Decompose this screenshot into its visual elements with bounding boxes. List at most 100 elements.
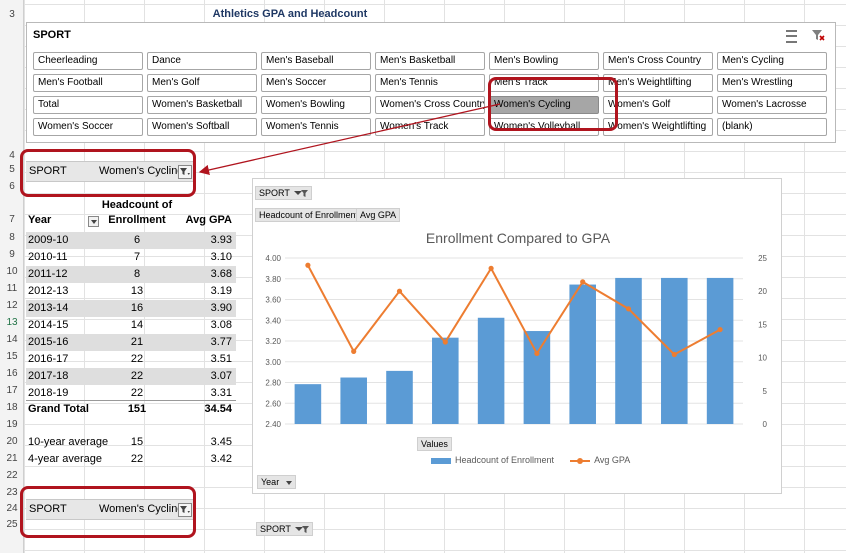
slicer-item[interactable]: Men's Tennis [375, 74, 485, 92]
pivot-filter-label-2: SPORT [29, 503, 67, 515]
bar-headcount [661, 277, 688, 424]
slicer-item[interactable]: Men's Wrestling [717, 74, 827, 92]
slicer-item[interactable]: Men's Baseball [261, 52, 371, 70]
row-number[interactable]: 8 [9, 232, 15, 243]
slicer-item[interactable]: Women's Basketball [147, 96, 257, 114]
row-number[interactable]: 7 [9, 214, 15, 225]
filter-funnel-icon-2 [180, 506, 190, 513]
row-number[interactable]: 4 [9, 150, 15, 161]
slicer-item[interactable]: Dance [147, 52, 257, 70]
slicer-item[interactable]: Women's Cross Country [375, 96, 485, 114]
pivot-gpa-cell: 3.08 [210, 319, 232, 331]
pivot-data-row: 2010-11 7 3.10 [26, 249, 236, 266]
slicer-item[interactable]: Women's Track [375, 118, 485, 136]
pivot-gpa-cell: 3.68 [210, 268, 232, 280]
filter-dropdown-button-2[interactable] [178, 503, 192, 517]
pivot-year-cell: 2013-14 [28, 302, 69, 314]
slicer-item[interactable]: Women's Tennis [261, 118, 371, 136]
bar-headcount [477, 317, 505, 424]
header-year: Year [28, 214, 52, 226]
pivot-data-row: 2014-15 14 3.08 [26, 317, 236, 334]
row-number[interactable]: 14 [6, 334, 18, 345]
clear-filter-icon[interactable] [811, 28, 825, 42]
slicer-item[interactable]: Men's Golf [147, 74, 257, 92]
point-avg-gpa [396, 288, 403, 294]
row-number[interactable]: 13 [6, 317, 18, 328]
slicer-item[interactable]: Women's Golf [603, 96, 713, 114]
pivot-year-cell: 2017-18 [28, 370, 69, 382]
pivot-year-cell: 2010-11 [28, 251, 68, 263]
row-number[interactable]: 9 [9, 249, 15, 260]
row-number[interactable]: 11 [6, 283, 18, 294]
lower-chart-sport-field-button[interactable]: SPORT [256, 522, 314, 537]
row-number[interactable]: 21 [6, 453, 18, 464]
row-number[interactable]: 16 [6, 368, 18, 379]
row-number[interactable]: 12 [6, 300, 18, 311]
multi-select-icon[interactable] [785, 28, 799, 43]
pivot-gpa-cell: 3.90 [210, 302, 232, 314]
slicer-item[interactable]: Cheerleading [33, 52, 143, 70]
chart-values-field-button[interactable]: Values [417, 437, 452, 451]
row-number[interactable]: 20 [6, 436, 18, 447]
y-left-tick-label: 3.40 [265, 316, 281, 325]
row-number[interactable]: 19 [6, 419, 18, 430]
legend-bar-swatch [431, 457, 451, 464]
slicer-item[interactable]: Women's Bowling [261, 96, 371, 114]
chart-headcount-field-button[interactable]: Headcount of Enrollment [255, 208, 363, 222]
slicer-item[interactable]: Men's Soccer [261, 74, 371, 92]
y-right-tick-label: 25 [758, 254, 767, 263]
highlight-pivot-filter-2 [20, 486, 196, 538]
slicer-item[interactable]: Women's Softball [147, 118, 257, 136]
row-number[interactable]: 15 [6, 351, 18, 362]
slicer-item[interactable]: Men's Weightlifting [603, 74, 713, 92]
chart-year-field-button[interactable]: Year [257, 475, 296, 489]
pivot-year-cell: 2014-15 [28, 319, 69, 331]
pivot-enrollment-cell: 14 [130, 319, 144, 331]
row-number[interactable]: 6 [9, 181, 15, 192]
pivot-data-row: 2012-13 13 3.19 [26, 283, 236, 300]
slicer-item[interactable]: Men's Basketball [375, 52, 485, 70]
slicer-item[interactable]: Men's Cross Country [603, 52, 713, 70]
row-number[interactable]: 17 [6, 385, 18, 396]
row-number[interactable]: 3 [9, 9, 15, 20]
row-number[interactable]: 24 [6, 503, 18, 514]
filter-dropdown-button[interactable] [178, 165, 192, 179]
chart-avg-gpa-field-button[interactable]: Avg GPA [356, 208, 401, 222]
chart-sport-filter-icon [294, 190, 309, 198]
row-number[interactable]: 22 [6, 470, 18, 481]
row-number[interactable]: 23 [6, 487, 18, 498]
row-number[interactable]: 10 [6, 266, 18, 277]
pivot-enrollment-cell: 13 [130, 285, 144, 297]
slicer-item[interactable]: Women's Weightlifting [603, 118, 713, 136]
ten-year-label: 10-year average [28, 436, 109, 448]
row-number[interactable]: 5 [9, 164, 15, 175]
slicer-item[interactable]: Total [33, 96, 143, 114]
slicer-item[interactable]: Men's Football [33, 74, 143, 92]
grand-total-enrollment: 151 [127, 403, 147, 415]
sheet-title: Athletics GPA and Headcount [212, 8, 368, 20]
sport-slicer[interactable]: SPORT Cheerleading Dance Men's Baseball Men… [26, 22, 836, 143]
pivot-filter-sport: SPORT Women's Cycling [26, 161, 194, 182]
legend-item-headcount: Headcount of Enrollment [431, 455, 554, 465]
pivot-chart[interactable]: SPORT Headcount of Enrollment Avg GPA En… [252, 178, 782, 494]
four-year-average-row: 4-year average 22 3.42 [26, 451, 236, 468]
slicer-item[interactable]: Men's Bowling [489, 52, 599, 70]
slicer-item[interactable]: Women's Lacrosse [717, 96, 827, 114]
y-left-tick-label: 2.80 [265, 379, 281, 388]
ten-year-gpa: 3.45 [210, 436, 232, 448]
y-left-tick-label: 3.60 [265, 296, 281, 305]
point-avg-gpa [488, 265, 494, 271]
bar-headcount [569, 284, 596, 424]
slicer-item[interactable]: Women's Soccer [33, 118, 143, 136]
row-number[interactable]: 25 [6, 519, 18, 530]
slicer-item[interactable]: (blank) [717, 118, 827, 136]
slicer-item[interactable]: Men's Cycling [717, 52, 827, 70]
point-avg-gpa [442, 339, 448, 345]
header-year-cell: Year [28, 214, 51, 226]
slicer-item[interactable]: Women's Volleyball [489, 118, 599, 136]
pivot-gpa-cell: 3.19 [210, 285, 232, 297]
chart-sport-field-button[interactable]: SPORT [255, 186, 313, 201]
y-left-tick-label: 2.40 [265, 420, 281, 429]
row-number[interactable]: 18 [6, 402, 18, 413]
year-filter-dropdown-icon[interactable] [88, 216, 99, 227]
